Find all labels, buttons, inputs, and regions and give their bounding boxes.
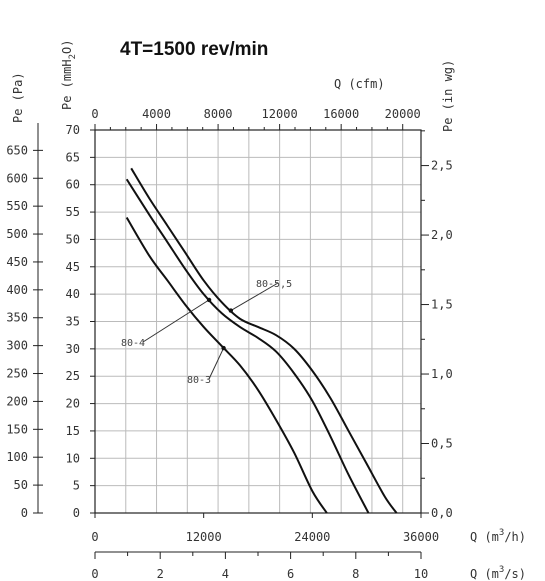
- inwg-axis-label: Pe (in wg): [441, 60, 455, 132]
- mmh2o-tick-label: 70: [66, 123, 80, 137]
- curve-point-80-3: [221, 345, 226, 351]
- pa-tick-label: 500: [6, 227, 28, 241]
- cfm-tick-label: 12000: [262, 107, 298, 121]
- mmh2o-tick-label: 15: [66, 424, 80, 438]
- mmh2o-tick-label: 25: [66, 369, 80, 383]
- mmh2o-tick-label: 50: [66, 232, 80, 246]
- mmh2o-tick-label: 0: [73, 506, 80, 520]
- pa-tick-label: 450: [6, 255, 28, 269]
- inwg-tick-label: 1,0: [431, 367, 453, 381]
- pa-tick-label: 250: [6, 367, 28, 381]
- mmh2o-tick-label: 35: [66, 315, 80, 329]
- cfm-axis-label: Q (cfm): [334, 77, 385, 91]
- m3h-axis-label: Q (m3/h): [470, 528, 526, 544]
- mmh2o-tick-label: 20: [66, 397, 80, 411]
- axes-group: 0501001502002503003504004505005506006500…: [6, 107, 452, 581]
- curve-leader-80-5,5: [230, 282, 279, 311]
- m3s-tick-label: 0: [91, 567, 98, 581]
- chart-title: 4T=1500 rev/min: [120, 39, 268, 60]
- pa-tick-label: 50: [14, 478, 28, 492]
- mmh2o-tick-label: 65: [66, 150, 80, 164]
- inwg-tick-label: 1,5: [431, 298, 453, 312]
- curve-label-80-5,5: 80-5,5: [256, 279, 292, 290]
- mmh2o-tick-label: 45: [66, 260, 80, 274]
- mmh2o-axis-label: Pe (mmH2O): [60, 40, 78, 110]
- mmh2o-tick-label: 30: [66, 342, 80, 356]
- m3s-tick-label: 8: [352, 567, 359, 581]
- pa-tick-label: 400: [6, 283, 28, 297]
- m3s-tick-label: 6: [287, 567, 294, 581]
- pa-tick-label: 600: [6, 171, 28, 185]
- cfm-tick-label: 20000: [385, 107, 421, 121]
- cfm-tick-label: 8000: [204, 107, 233, 121]
- mmh2o-tick-label: 55: [66, 205, 80, 219]
- mmh2o-tick-label: 10: [66, 451, 80, 465]
- m3h-tick-label: 0: [91, 530, 98, 544]
- pa-tick-label: 100: [6, 450, 28, 464]
- curve-label-80-3: 80-3: [187, 375, 211, 386]
- curve-leader-80-3: [208, 347, 225, 380]
- plot-grid: [95, 129, 421, 514]
- mmh2o-tick-label: 60: [66, 178, 80, 192]
- inwg-tick-label: 0,0: [431, 506, 453, 520]
- m3s-axis-label: Q (m3/s): [470, 565, 526, 581]
- curve-80-4: [125, 178, 370, 514]
- pa-tick-label: 300: [6, 339, 28, 353]
- curves-group: 80-3 80-4 80-5,5: [121, 167, 398, 514]
- curve-point-80-5,5: [228, 308, 234, 313]
- pa-tick-label: 650: [6, 143, 28, 157]
- cfm-tick-label: 16000: [323, 107, 359, 121]
- pa-tick-label: 150: [6, 422, 28, 436]
- m3h-tick-label: 36000: [403, 530, 439, 544]
- curve-80-3: [125, 217, 328, 514]
- m3h-tick-label: 24000: [294, 530, 330, 544]
- cfm-tick-label: 0: [91, 107, 98, 121]
- pa-tick-label: 200: [6, 394, 28, 408]
- m3s-tick-label: 4: [222, 567, 229, 581]
- pa-axis-label: Pe (Pa): [11, 72, 25, 123]
- m3h-tick-label: 12000: [186, 530, 222, 544]
- curve-80-5,5: [130, 167, 398, 514]
- mmh2o-tick-label: 5: [73, 479, 80, 493]
- cfm-tick-label: 4000: [142, 107, 171, 121]
- pa-tick-label: 350: [6, 311, 28, 325]
- inwg-tick-label: 0,5: [431, 437, 453, 451]
- m3s-tick-label: 2: [157, 567, 164, 581]
- curve-leader-80-4: [142, 299, 210, 343]
- mmh2o-tick-label: 40: [66, 287, 80, 301]
- pa-tick-label: 550: [6, 199, 28, 213]
- inwg-tick-label: 2,0: [431, 228, 453, 242]
- curve-label-80-4: 80-4: [121, 338, 145, 349]
- inwg-tick-label: 2,5: [431, 159, 453, 173]
- m3s-tick-label: 10: [414, 567, 428, 581]
- pa-tick-label: 0: [21, 506, 28, 520]
- curve-point-80-4: [206, 297, 212, 303]
